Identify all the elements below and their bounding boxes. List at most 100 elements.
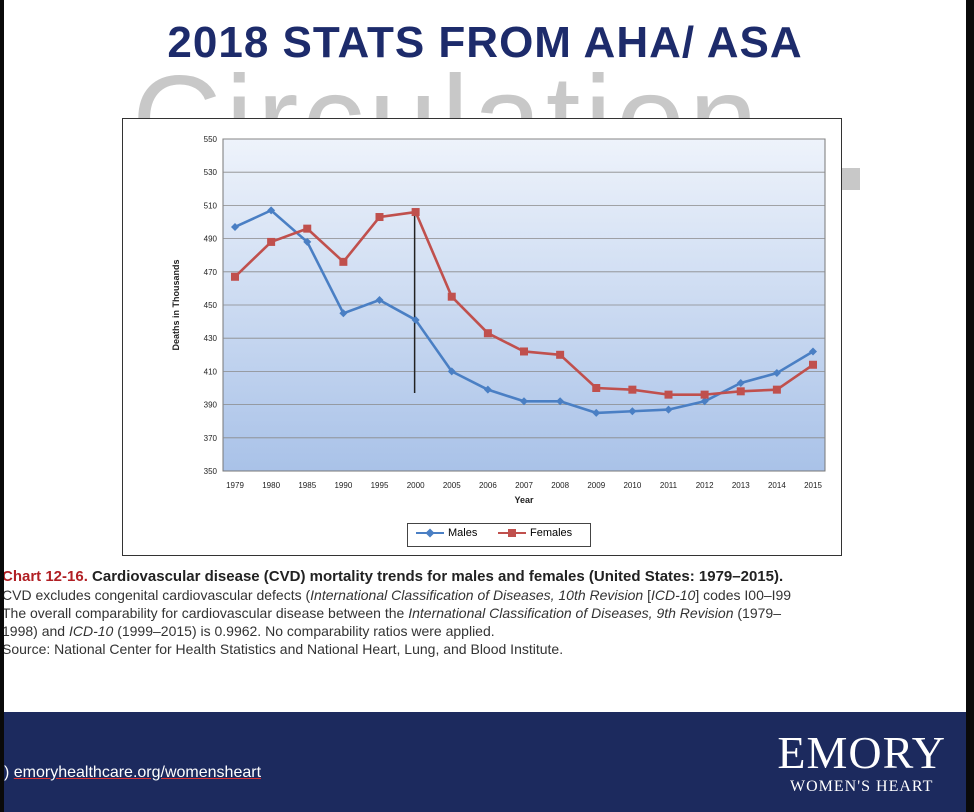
y-tick-label: 550: [204, 135, 218, 144]
caption-line-4: 1998) and ICD-10 (1999–2015) is 0.9962. …: [4, 622, 964, 640]
x-tick-label: 1995: [371, 481, 389, 490]
data-point-males: [700, 397, 709, 406]
chart-frame: 350 370 390 410 430 450 470 490 510 530 550 1979 19…: [122, 118, 842, 556]
x-tick-label: 2012: [696, 481, 714, 490]
caption-italic: ICD-10: [651, 587, 696, 603]
caption-text: (1979–: [733, 605, 781, 621]
y-tick-label: 390: [204, 401, 218, 410]
y-tick-label: 450: [204, 301, 218, 310]
data-point-females: [772, 385, 781, 394]
data-point-males: [809, 347, 817, 356]
x-tick-label: 1985: [298, 481, 316, 490]
data-point-males: [231, 222, 239, 231]
data-point-females: [339, 257, 348, 266]
data-point-males: [628, 407, 637, 416]
data-point-males: [339, 309, 348, 318]
data-point-males: [375, 296, 384, 305]
y-tick-label: 490: [204, 235, 218, 244]
data-point-males: [483, 385, 492, 394]
x-tick-label: 1980: [262, 481, 280, 490]
y-tick-label: 430: [204, 334, 218, 343]
legend-item-females: Females: [498, 527, 572, 539]
x-tick-label: 2014: [768, 481, 786, 490]
data-point-females: [483, 329, 492, 338]
y-tick-label: 410: [204, 367, 218, 376]
data-point-males: [664, 405, 673, 414]
data-point-females: [411, 208, 420, 217]
data-point-males: [772, 369, 781, 378]
data-point-females: [520, 347, 528, 356]
slide-title: 2018 STATS FROM AHA/ ASA: [167, 18, 803, 67]
caption-text: (1999–2015) is 0.9962. No comparability …: [113, 623, 495, 639]
caption-italic: International Classification of Diseases…: [408, 605, 734, 621]
data-point-males: [592, 408, 601, 417]
x-tick-label: 1979: [226, 481, 244, 490]
data-point-females: [303, 224, 312, 233]
data-point-females: [556, 350, 565, 359]
chart-legend: Males Females: [407, 523, 591, 547]
data-point-females: [231, 272, 239, 281]
data-point-males: [411, 315, 420, 324]
x-tick-label: 2008: [551, 481, 569, 490]
data-point-males: [556, 397, 565, 406]
legend-item-males: Males: [416, 527, 477, 539]
y-tick-label: 350: [204, 467, 218, 476]
y-tick-label: 470: [204, 268, 218, 277]
caption-italic: International Classification of Diseases…: [310, 587, 644, 603]
y-tick-label: 510: [204, 201, 218, 210]
footer-bar: ) emoryhealthcare.org/womensheart EMORY …: [4, 712, 966, 812]
caption-number: Chart 12-16.: [4, 568, 88, 585]
x-tick-label: 2013: [732, 481, 750, 490]
data-point-males: [303, 237, 312, 246]
y-axis-label: Deaths in Thousands: [171, 259, 181, 350]
data-point-females: [592, 384, 601, 392]
data-point-females: [447, 292, 456, 301]
caption-text: CVD excludes congenital cardiovascular d…: [4, 587, 311, 603]
chart-svg: 350 370 390 410 430 450 470 490 510 530 550 1979 19…: [171, 135, 826, 505]
data-point-females: [700, 390, 709, 399]
caption-title: Cardiovascular disease (CVD) mortality t…: [92, 568, 784, 585]
data-point-females: [736, 387, 745, 396]
x-tick-label: 2011: [660, 481, 678, 490]
x-tick-label: 2005: [443, 481, 461, 490]
x-tick-label: 2000: [407, 481, 425, 490]
data-point-males: [447, 367, 456, 376]
data-point-females: [267, 237, 276, 246]
x-tick-label: 2009: [587, 481, 605, 490]
brand-name: EMORY: [777, 727, 946, 778]
caption-italic: ICD-10: [68, 623, 114, 639]
y-tick-label: 530: [204, 168, 218, 177]
x-tick-label: 2015: [804, 481, 822, 490]
legend-swatch-males: [416, 527, 444, 539]
x-tick-label: 2010: [623, 481, 641, 490]
footer-url-link[interactable]: emoryhealthcare.org/womensheart: [13, 764, 262, 781]
caption-title-line: Chart 12-16. Cardiovascular disease (CVD…: [4, 568, 964, 586]
data-point-females: [375, 213, 384, 222]
footer-url[interactable]: ) emoryhealthcare.org/womensheart: [4, 764, 261, 782]
caption-text: ] codes I00–I99: [695, 587, 792, 603]
data-point-females: [628, 385, 637, 394]
legend-label-females: Females: [530, 527, 573, 539]
data-point-males: [736, 379, 745, 388]
legend-label-males: Males: [448, 527, 478, 539]
data-point-males: [520, 397, 528, 406]
caption-text: The overall comparability for cardiovasc…: [4, 605, 409, 621]
legend-swatch-females: [498, 527, 526, 539]
x-axis-label: Year: [514, 495, 534, 505]
data-point-females: [809, 360, 817, 369]
caption-source: Source: National Center for Health Stati…: [4, 641, 564, 657]
data-point-males: [267, 206, 276, 215]
footer-url-prefix: ): [4, 764, 10, 781]
slide: Circulation 2018 STATS FROM AHA/ ASA 350…: [4, 0, 966, 812]
data-point-females: [664, 390, 673, 399]
brand-subtitle: WOMEN'S HEART: [790, 778, 934, 795]
caption-line-3: The overall comparability for cardiovasc…: [4, 604, 964, 622]
chart-caption: Chart 12-16. Cardiovascular disease (CVD…: [4, 568, 966, 658]
caption-text: [: [643, 587, 651, 603]
emory-logo: EMORY WOMEN'S HEART: [777, 730, 946, 796]
x-tick-label: 2006: [479, 481, 497, 490]
x-tick-label: 1990: [334, 481, 352, 490]
y-tick-label: 370: [204, 434, 218, 443]
caption-text: 1998) and: [4, 623, 69, 639]
x-tick-label: 2007: [515, 481, 533, 490]
